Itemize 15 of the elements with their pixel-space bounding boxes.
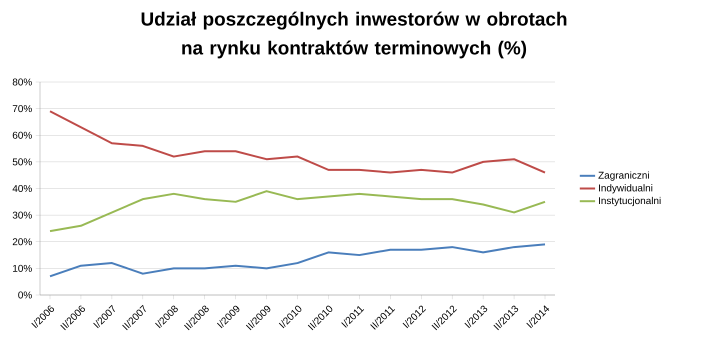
y-tick-label: 20% (12, 238, 32, 246)
y-tick-label: 60% (12, 132, 32, 139)
line-series (49, 110, 546, 174)
y-tick-label: 80% (12, 78, 32, 86)
legend-label: Zagraniczni (598, 171, 649, 181)
y-tick-label: 0% (18, 291, 32, 299)
line-series (49, 243, 546, 278)
y-tick-label: 70% (12, 105, 32, 112)
chart-title: Udział poszczególnych inwestorów w obrotach na rynku kontraktów terminowych (%) (142, 12, 566, 58)
y-tick-label: 10% (13, 264, 32, 272)
legend-label: Instytucjonalni (599, 196, 661, 206)
y-tick-label: 30% (12, 212, 32, 219)
y-tick-label: 50% (12, 158, 32, 166)
legend-label: Indywidualni (599, 184, 652, 194)
y-tick-label: 40% (12, 184, 32, 192)
